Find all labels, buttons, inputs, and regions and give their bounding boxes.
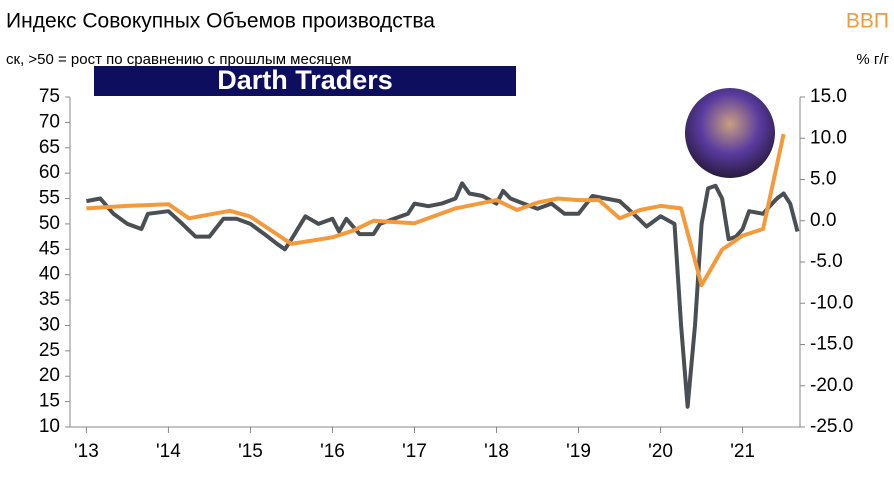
y-tick-label: 55 xyxy=(39,188,60,209)
series-line xyxy=(86,133,786,288)
y2-tick-label: 10.0 xyxy=(810,127,847,148)
x-tick-label: '13 xyxy=(74,441,99,462)
x-tick-label: '14 xyxy=(156,441,181,462)
watermark: Darth Traders xyxy=(217,65,393,95)
y-tick-label: 70 xyxy=(39,111,60,132)
y-tick-label: 10 xyxy=(39,416,60,437)
y2-title: ВВП xyxy=(846,10,889,33)
y2-tick-label: -25.0 xyxy=(810,416,853,437)
y-tick-label: 25 xyxy=(39,340,60,361)
y-tick-label: 50 xyxy=(39,213,60,234)
watermark-banner xyxy=(94,66,516,96)
x-tick-label: '20 xyxy=(648,441,673,462)
y2-tick-label: -20.0 xyxy=(810,375,853,396)
chart-title: Индекс Совокупных Объемов производства xyxy=(6,10,435,33)
x-tick-label: '21 xyxy=(730,441,755,462)
x-tick-label: '19 xyxy=(566,441,591,462)
y2-unit: % г/г xyxy=(856,51,889,68)
y-tick-label: 75 xyxy=(39,86,60,107)
y-tick-label: 60 xyxy=(39,162,60,183)
x-tick-label: '18 xyxy=(484,441,509,462)
y2-tick-label: 0.0 xyxy=(810,210,836,231)
y2-tick-label: 5.0 xyxy=(810,169,836,190)
x-tick-label: '15 xyxy=(238,441,263,462)
avatar xyxy=(685,88,775,178)
y2-tick-label: -5.0 xyxy=(810,251,843,272)
y2-tick-label: -10.0 xyxy=(810,292,853,313)
y-tick-label: 45 xyxy=(39,238,60,259)
y-tick-label: 15 xyxy=(39,391,60,412)
x-tick-label: '16 xyxy=(320,441,345,462)
y2-tick-label: 15.0 xyxy=(810,86,847,107)
chart-subtitle: ск, >50 = рост по сравнению с прошлым ме… xyxy=(6,51,352,68)
y-tick-label: 20 xyxy=(39,365,60,386)
x-tick-label: '17 xyxy=(402,441,427,462)
series-line xyxy=(86,181,800,409)
y2-tick-label: -15.0 xyxy=(810,334,853,355)
y-tick-label: 65 xyxy=(39,137,60,158)
y-tick-label: 30 xyxy=(39,314,60,335)
y-tick-label: 40 xyxy=(39,264,60,285)
y-tick-label: 35 xyxy=(39,289,60,310)
